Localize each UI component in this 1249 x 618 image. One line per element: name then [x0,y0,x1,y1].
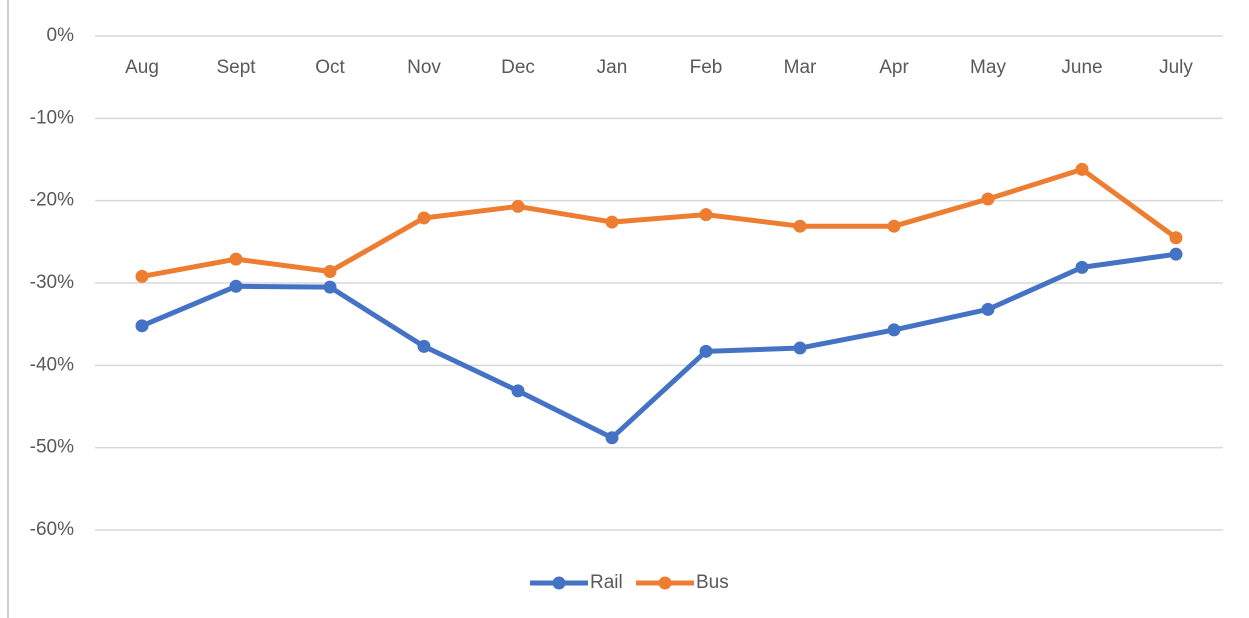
data-point [511,199,525,213]
data-point [511,384,525,398]
data-point [1075,260,1089,274]
y-tick-label: -10% [30,107,74,128]
y-tick-label: -40% [30,354,74,375]
data-point [323,280,337,294]
data-point [699,208,713,222]
x-tick-label: Sept [216,57,256,78]
y-tick-label: 0% [47,25,75,46]
legend-marker [552,576,566,590]
x-tick-label: Mar [784,57,817,78]
x-tick-label: Jan [597,57,628,78]
x-tick-label: Aug [125,57,159,78]
y-tick-label: -30% [30,272,74,293]
legend-label: Bus [696,572,729,593]
data-point [605,215,619,229]
data-point [793,341,807,355]
data-point [981,302,995,316]
series-line [141,166,1178,279]
x-tick-label: June [1061,57,1102,78]
data-point [323,264,337,278]
data-point [605,431,619,445]
x-tick-label: Feb [690,57,723,78]
y-tick-label: -50% [30,437,74,458]
series-line [141,251,1177,441]
data-point [417,211,431,225]
data-point [417,339,431,353]
data-point [1075,162,1089,176]
x-tick-label: Oct [315,57,345,78]
y-tick-label: -60% [30,519,74,540]
x-tick-label: July [1159,57,1193,78]
data-point [135,269,149,283]
data-point [1169,247,1183,261]
data-point [229,252,243,266]
x-tick-label: Nov [407,57,441,78]
data-point [887,323,901,337]
y-tick-label: -20% [30,190,74,211]
data-point [887,219,901,233]
data-point [981,192,995,206]
data-point [793,219,807,233]
data-point [135,319,149,333]
x-tick-label: Apr [879,57,909,78]
data-point [699,344,713,358]
legend-marker [658,576,672,590]
data-point [229,279,243,293]
x-tick-label: May [970,57,1006,78]
legend-label: Rail [590,572,623,593]
x-tick-label: Dec [501,57,535,78]
data-point [1169,231,1183,245]
